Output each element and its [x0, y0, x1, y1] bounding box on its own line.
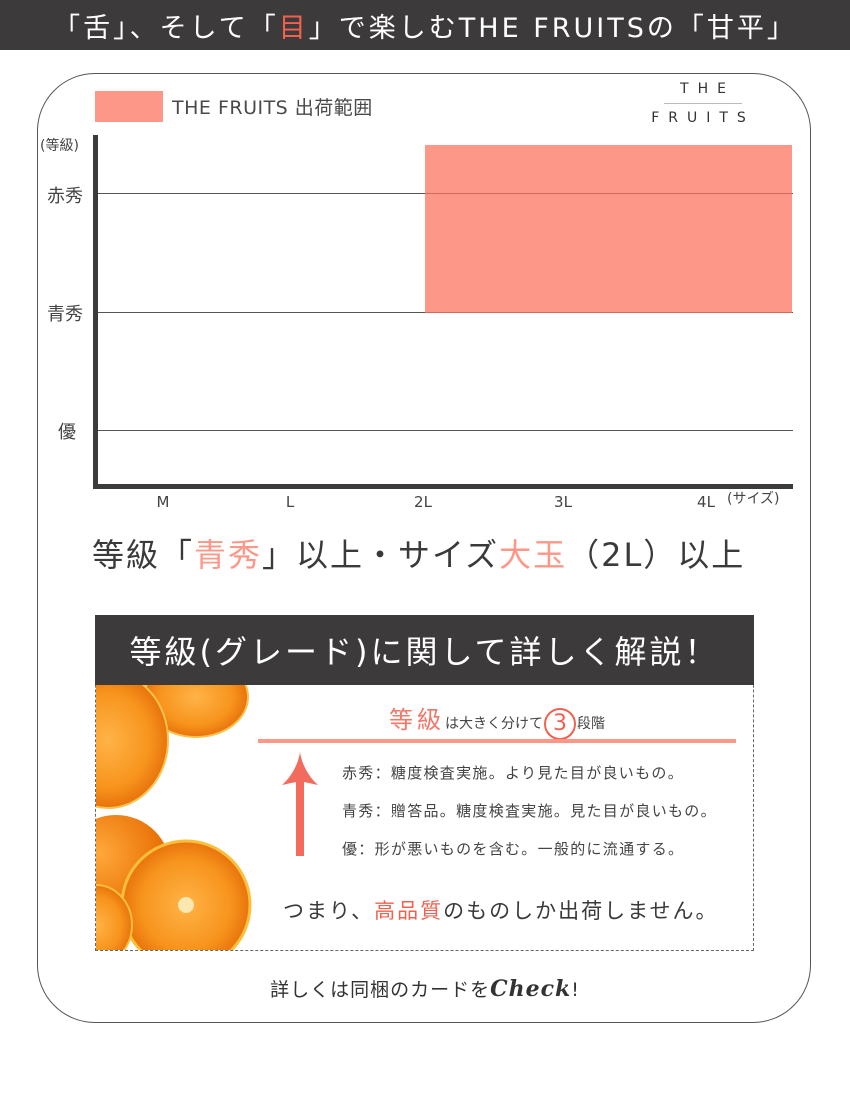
quality-summary: つまり、高品質のものしか出荷しません。 [283, 895, 719, 925]
legend-label: THE FRUITS 出荷範囲 [172, 97, 373, 119]
grade-levels-title: 等級は大きく分けて 3 段階 [258, 700, 736, 740]
y-axis [93, 135, 98, 489]
x-label-m: M [156, 493, 170, 511]
logo-line-1: THE [680, 81, 735, 97]
x-label-l: L [285, 493, 295, 511]
y-axis-title: (等級) [40, 138, 79, 154]
y-label-yu: 優 [58, 422, 76, 443]
definition-akashu: 赤秀：糖度検査実施。より見た目が良いもの。 [342, 764, 685, 782]
summary-text: のものしか出荷しません。 [443, 899, 719, 923]
logo-line-2: FRUITS [651, 110, 755, 126]
x-label-2l: 2L [414, 493, 432, 511]
grade-title-underline [258, 739, 736, 743]
headline-grade: 青秀 [194, 536, 263, 574]
logo-divider [664, 103, 742, 104]
grade-word: 等級 [389, 706, 445, 734]
info-card [37, 73, 811, 1023]
footer-note: 詳しくは同梱のカードをCheck! [0, 975, 850, 1002]
shipping-criteria-headline: 等級「青秀」以上・サイズ大玉（2L）以上 [92, 530, 745, 576]
the-fruits-logo: THE FRUITS [648, 81, 758, 126]
check-script: Check [490, 976, 572, 1002]
banner-text-post: 」で楽しむTHE FRUITSの「甘平」 [308, 12, 797, 44]
headline-text: 」以上・サイズ [262, 536, 500, 574]
gridline-yu [98, 430, 793, 432]
x-axis-title: (サイズ) [727, 491, 780, 507]
up-arrow-icon [282, 752, 318, 856]
definition-aoshu: 青秀：贈答品。糖度検査実施。見た目が良いもの。 [342, 802, 717, 820]
footer-text: 詳しくは同梱のカードを [270, 979, 491, 1001]
grade-explanation-title: 等級(グレード)に関して詳しく解説！ [95, 615, 754, 685]
headline-text: 等級「 [92, 536, 195, 574]
grade-title-text: は大きく分けて [445, 716, 543, 732]
headline-size: 大玉 [499, 536, 568, 574]
summary-highlight: 高品質 [374, 899, 444, 923]
x-label-4l: 4L [697, 493, 715, 511]
shipping-range-area [425, 145, 792, 313]
circled-number: 3 [544, 708, 576, 740]
y-label-akashu: 赤秀 [47, 186, 83, 207]
title-banner: 「舌」、そして「目」で楽しむTHE FRUITSの「甘平」 [0, 0, 850, 50]
grade-title-text: 段階 [577, 716, 605, 732]
definition-yu: 優：形が悪いものを含む。一般的に流通する。 [342, 840, 685, 858]
x-axis [93, 484, 793, 489]
headline-text: （2L）以上 [567, 536, 746, 574]
x-label-3l: 3L [554, 493, 572, 511]
gridline-akashu-overlay [425, 193, 792, 195]
y-label-aoshu: 青秀 [47, 304, 83, 325]
grade-size-chart [93, 135, 793, 489]
legend-swatch [95, 91, 163, 122]
footer-exclaim: ! [571, 979, 580, 1001]
summary-text: つまり、 [283, 899, 375, 923]
orange-image [96, 685, 256, 950]
banner-text-pre: 「舌」、そして「 [53, 12, 279, 44]
gridline-aoshu-overlay [425, 312, 792, 314]
banner-highlight: 目 [278, 12, 309, 44]
